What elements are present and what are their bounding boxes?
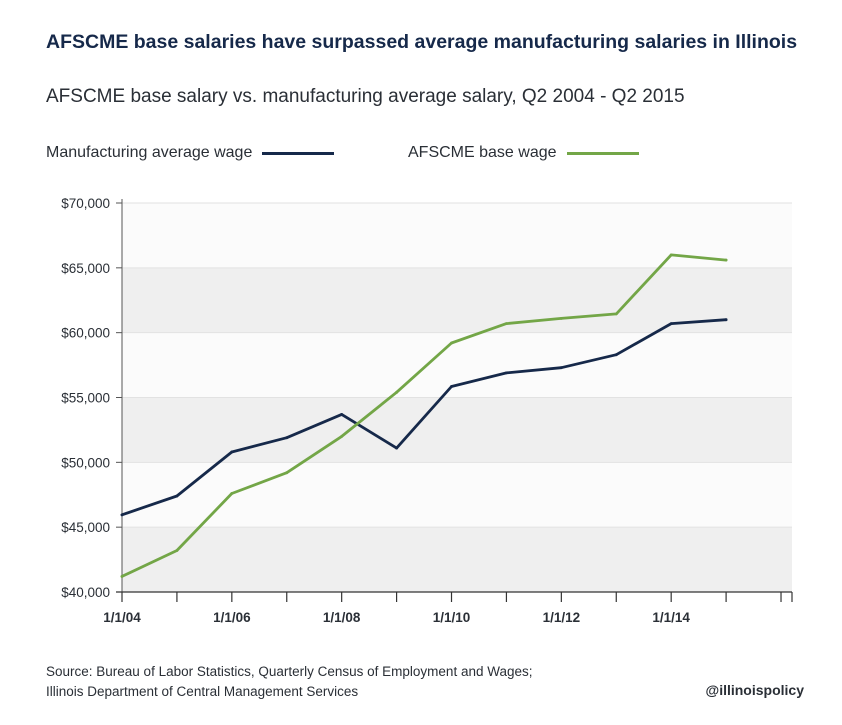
source-line-2: Illinois Department of Central Managemen…	[46, 684, 359, 699]
data-point-afscme	[614, 312, 618, 316]
y-tick-label: $55,000	[61, 391, 110, 406]
grid-band	[122, 332, 792, 398]
data-point-manufacturing	[175, 494, 179, 498]
x-tick-label: 1/1/08	[323, 610, 361, 625]
data-point-manufacturing	[395, 446, 398, 450]
legend-label-manufacturing: Manufacturing average wage	[46, 144, 253, 161]
data-point-manufacturing	[120, 513, 124, 517]
x-tick-label: 1/1/14	[652, 610, 690, 625]
legend: Manufacturing average wage AFSCME base w…	[0, 144, 842, 168]
legend-label-afscme: AFSCME base wage	[408, 144, 557, 161]
y-tick-label: $65,000	[61, 261, 110, 276]
data-point-afscme	[175, 549, 179, 552]
data-point-manufacturing	[724, 318, 728, 322]
data-point-manufacturing	[340, 412, 344, 416]
data-point-manufacturing	[285, 436, 289, 440]
data-point-afscme	[230, 492, 234, 495]
data-point-afscme	[724, 258, 728, 262]
legend-swatch-afscme	[566, 151, 639, 155]
y-tick-label: $50,000	[61, 455, 110, 470]
grid-band	[122, 462, 792, 528]
data-point-afscme	[669, 253, 673, 257]
data-point-manufacturing	[505, 371, 508, 375]
data-point-afscme	[120, 575, 124, 578]
source-line-1: Source: Bureau of Labor Statistics, Quar…	[46, 664, 533, 679]
source-note: Source: Bureau of Labor Statistics, Quar…	[46, 662, 666, 702]
grid-band	[122, 397, 792, 463]
x-tick-label: 1/1/06	[213, 610, 251, 625]
data-point-afscme	[340, 435, 344, 438]
data-point-afscme	[450, 341, 453, 345]
legend-swatch-manufacturing	[262, 151, 335, 155]
x-tick-label: 1/1/04	[103, 610, 141, 625]
twitter-handle: @illinoispolicy	[705, 682, 804, 698]
series-line-manufacturing	[120, 318, 728, 517]
data-point-afscme	[285, 471, 289, 475]
y-tick-label: $70,000	[61, 196, 110, 211]
x-tick-label: 1/1/12	[543, 610, 581, 625]
data-point-manufacturing	[669, 322, 673, 325]
legend-item-afscme: AFSCME base wage	[408, 144, 639, 162]
x-tick-label: 1/1/10	[433, 610, 471, 625]
series-line-afscme	[120, 253, 728, 578]
data-point-afscme	[559, 317, 563, 320]
data-point-manufacturing	[230, 450, 234, 454]
y-tick-label: $40,000	[61, 585, 110, 600]
data-point-manufacturing	[614, 353, 618, 357]
legend-item-manufacturing: Manufacturing average wage	[46, 144, 335, 162]
data-point-afscme	[505, 322, 508, 325]
grid-band	[122, 527, 792, 592]
y-tick-label: $45,000	[61, 520, 110, 535]
y-tick-label: $60,000	[61, 326, 110, 341]
chart-title: AFSCME base salaries have surpassed aver…	[46, 31, 798, 53]
data-point-afscme	[395, 390, 398, 394]
data-point-manufacturing	[450, 385, 453, 388]
data-point-manufacturing	[559, 366, 563, 370]
chart-subtitle: AFSCME base salary vs. manufacturing ave…	[46, 86, 685, 107]
